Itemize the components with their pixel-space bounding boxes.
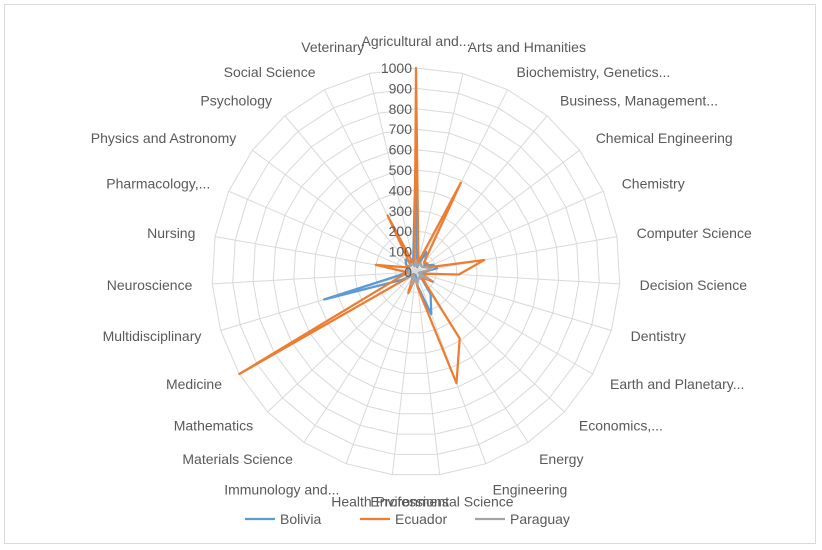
- grid-ring: [395, 251, 437, 293]
- category-label: Arts and Hmanities: [468, 39, 586, 55]
- series-layer: [238, 66, 486, 385]
- grid-spoke: [284, 115, 417, 273]
- grid-spoke: [368, 73, 417, 273]
- category-labels: Agricultural and...Arts and Hmanities Bio…: [91, 33, 752, 510]
- grid-spoke: [415, 271, 612, 331]
- grid-ring: [354, 210, 478, 334]
- radial-tick-label: 1000: [381, 60, 412, 76]
- radial-tick-labels: 0 100 200 300 400 500 600 700 800 900 1000: [381, 60, 412, 280]
- grid-spoke: [415, 271, 565, 413]
- category-label: Health Professions: [331, 494, 449, 510]
- category-label: Social Science: [224, 64, 316, 80]
- grid-spoke: [415, 190, 604, 273]
- grid-spoke: [415, 115, 548, 273]
- category-label: Pharmacology,...: [106, 175, 210, 191]
- grid-spoke: [212, 271, 417, 285]
- category-label: Psychology: [200, 92, 272, 108]
- category-label: Materials Science: [182, 451, 293, 467]
- radial-tick-label: 500: [389, 162, 413, 178]
- category-label: Environmental Science: [370, 494, 513, 510]
- grid-ring: [374, 230, 458, 313]
- category-label: Dentistry: [631, 328, 686, 344]
- grid-ring: [211, 67, 621, 476]
- category-label: Economics,...: [579, 418, 663, 434]
- grid-ring: [272, 128, 560, 415]
- grid-ring: [252, 108, 580, 435]
- category-label: Engineering: [493, 482, 568, 498]
- grid-spoke: [415, 73, 464, 273]
- category-label: Nursing: [147, 225, 195, 241]
- category-label: Decision Science: [640, 277, 748, 293]
- grid-spoke: [415, 236, 617, 273]
- category-label: Chemistry: [622, 175, 685, 191]
- grid-spoke: [415, 271, 529, 443]
- grid-ring: [232, 87, 600, 455]
- grid-spoke: [415, 149, 580, 273]
- category-label: Medicine: [166, 376, 222, 392]
- grid-spoke: [391, 271, 417, 475]
- grid-ring: [313, 169, 519, 374]
- grid-spoke: [267, 271, 417, 413]
- category-label: Business, Management...: [560, 92, 718, 108]
- category-label: Agricultural and...: [362, 33, 471, 49]
- category-label: Physics and Astronomy: [91, 130, 237, 146]
- series-line-ecuador: [238, 66, 486, 385]
- radial-tick-label: 700: [389, 121, 413, 137]
- legend-label-bolivia: Bolivia: [280, 511, 321, 527]
- grid-spoke: [415, 271, 441, 475]
- radial-tick-label: 0: [404, 264, 412, 280]
- grid-ring: [293, 149, 539, 395]
- series-line-paraguay: [404, 258, 433, 287]
- radial-tick-label: 800: [389, 101, 413, 117]
- category-label: Mathematics: [174, 418, 253, 434]
- category-label: Neuroscience: [107, 277, 193, 293]
- category-label: Immunology and...: [224, 482, 339, 498]
- category-label: Chemical Engineering: [596, 130, 733, 146]
- grid-spoke: [303, 271, 417, 443]
- category-label: Multidisciplinary: [103, 328, 202, 344]
- category-label: Earth and Planetary...: [610, 376, 744, 392]
- category-label: Veterinary: [301, 39, 364, 55]
- chart-area: Agricultural and... Arts and Hmanities Bio…: [4, 4, 816, 544]
- grid-spoke: [220, 271, 417, 331]
- grid-spoke: [228, 190, 417, 273]
- grid-spoke: [345, 271, 417, 464]
- radial-tick-label: 200: [389, 223, 413, 239]
- radial-tick-label: 900: [389, 80, 413, 96]
- radial-tick-label: 300: [389, 203, 413, 219]
- legend: Bolivia Ecuador Paraguay: [245, 511, 570, 527]
- category-label: Energy: [539, 451, 583, 467]
- grid-spoke: [415, 89, 509, 273]
- grid-spoke: [252, 149, 417, 273]
- grid-ring: [333, 189, 499, 354]
- legend-label-paraguay: Paraguay: [510, 511, 570, 527]
- category-label: Biochemistry, Genetics...: [517, 64, 671, 80]
- legend-label-ecuador: Ecuador: [395, 511, 447, 527]
- radial-tick-label: 600: [389, 142, 413, 158]
- grid-spoke: [415, 271, 593, 375]
- radar-chart: Agricultural and...Arts and Hmanities Bio…: [91, 33, 752, 527]
- category-label: Computer Science: [637, 225, 752, 241]
- radial-tick-label: 100: [389, 244, 413, 260]
- radial-tick-label: 400: [389, 182, 413, 198]
